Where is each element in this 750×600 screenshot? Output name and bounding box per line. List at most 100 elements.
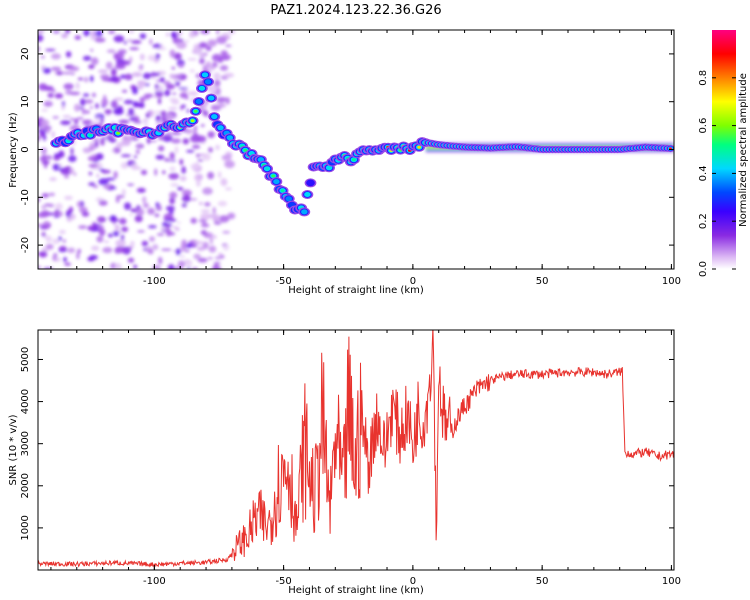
- heatmap-noise-cell: [89, 65, 94, 69]
- heatmap-ridge-blobs: [50, 70, 674, 217]
- heatmap-noise-cell: [130, 84, 137, 90]
- heatmap-noise-cell: [134, 115, 140, 123]
- heatmap-noise-cell: [45, 235, 52, 243]
- heatmap-noise-cell: [51, 89, 56, 92]
- heatmap-noise-cell: [68, 66, 80, 72]
- heatmap-noise-cell: [209, 237, 213, 245]
- heatmap-noise-cell: [114, 224, 120, 231]
- heatmap-noise-cell: [101, 98, 109, 107]
- heatmap-noise-cell: [169, 191, 178, 199]
- heatmap-noise-cell: [101, 137, 109, 140]
- heatmap-noise-cell: [62, 239, 66, 243]
- heatmap-noise-cell: [74, 118, 79, 125]
- heatmap-noise-cell: [113, 107, 124, 115]
- heatmap-noise-cell: [128, 30, 135, 34]
- heatmap-noise-cell: [205, 46, 212, 51]
- x-tick-label: 50: [536, 576, 549, 587]
- heatmap-noise-cell: [138, 65, 144, 71]
- heatmap-noise-cell: [213, 262, 221, 265]
- heatmap-noise-cell: [207, 171, 215, 180]
- heatmap-noise-cell: [127, 246, 133, 250]
- heatmap-noise-cell: [217, 171, 222, 179]
- colorbar-tick-label: 0.8: [698, 70, 709, 86]
- heatmap-noise-cell: [193, 125, 198, 130]
- heatmap-noise-cell: [88, 182, 96, 186]
- heatmap-noise-cell: [127, 257, 135, 263]
- heatmap-noise-cell: [171, 131, 182, 135]
- heatmap-ridge-cell: [308, 181, 313, 185]
- heatmap-noise-cell: [193, 253, 201, 260]
- heatmap-noise-cell: [113, 147, 121, 154]
- heatmap-noise-cell: [149, 140, 158, 143]
- heatmap-noise-cell: [41, 160, 50, 165]
- heatmap-noise-cell: [184, 250, 190, 252]
- heatmap-noise-cell: [39, 133, 45, 138]
- y-tick-label: -10: [20, 189, 31, 205]
- heatmap-noise-cell: [123, 41, 128, 45]
- heatmap-noise-cell: [82, 119, 93, 126]
- heatmap-noise-cell: [38, 223, 44, 227]
- colorbar-tick-label: 0.6: [698, 118, 709, 134]
- heatmap-noise-cell: [217, 59, 223, 63]
- heatmap-noise-cell: [177, 186, 181, 189]
- heatmap-ridge-cell: [203, 73, 207, 77]
- heatmap-noise-cell: [90, 228, 98, 232]
- heatmap-noise-cell: [105, 61, 113, 70]
- heatmap-noise-cell: [155, 154, 165, 160]
- heatmap-noise-cell: [140, 169, 148, 176]
- heatmap-noise-cell: [171, 138, 181, 144]
- heatmap-noise-cell: [215, 144, 220, 151]
- heatmap-noise-cell: [65, 51, 72, 58]
- heatmap-noise-cell: [181, 89, 188, 93]
- heatmap-noise-cell: [69, 118, 75, 121]
- minor-ticks: [50, 330, 672, 570]
- heatmap-noise-cell: [188, 31, 195, 39]
- heatmap-noise-cell: [113, 171, 118, 179]
- heatmap-noise-cell: [157, 97, 162, 105]
- heatmap-noise-cell: [181, 166, 186, 174]
- heatmap-noise-cell: [172, 92, 177, 95]
- heatmap-noise-cell: [135, 208, 145, 216]
- heatmap-noise-cell: [57, 211, 63, 217]
- heatmap-noise-cell: [155, 53, 160, 60]
- heatmap-noise-cell: [200, 223, 210, 228]
- heatmap-noise-cell: [94, 116, 102, 120]
- heatmap-noise-cell: [58, 245, 67, 252]
- heatmap-ridge-cell: [218, 126, 223, 130]
- heatmap-noise-cell: [38, 30, 45, 34]
- heatmap-noise-cell: [212, 61, 218, 68]
- heatmap-noise-cell: [202, 153, 211, 161]
- heatmap-noise-cell: [65, 30, 71, 34]
- heatmap-noise-cell: [96, 235, 104, 243]
- heatmap-noise-cell: [186, 149, 195, 153]
- heatmap-noise-cell: [187, 58, 197, 61]
- heatmap-noise-cell: [190, 163, 201, 170]
- heatmap-noise-cell: [81, 211, 90, 217]
- snr-frame: [37, 329, 675, 571]
- heatmap-noise-cell: [186, 109, 190, 113]
- heatmap-noise-cell: [155, 114, 161, 123]
- y-tick-label: 5000: [20, 347, 31, 372]
- heatmap-noise-cell: [83, 76, 89, 83]
- heatmap-noise-cell: [171, 31, 177, 40]
- heatmap-noise-cell: [106, 217, 111, 220]
- heatmap-noise-cell: [163, 157, 170, 162]
- heatmap-noise-cell: [96, 174, 100, 178]
- heatmap-noise-cell: [69, 213, 76, 220]
- heatmap-noise-cell: [113, 97, 124, 101]
- x-tick-label: 100: [662, 576, 681, 587]
- heatmap-noise-cell: [77, 248, 81, 254]
- heatmap-noise-cell: [216, 87, 221, 95]
- heatmap-noise-cell: [164, 89, 171, 97]
- heatmap-noise-cell: [100, 118, 104, 123]
- heatmap-noise-cell: [152, 244, 159, 251]
- heatmap-noise-cell: [62, 115, 72, 118]
- colorbar: 0.0 0.2 0.4 0.6 0.8 Normalized spectral ampl…: [698, 30, 749, 277]
- heatmap-noise-cell: [169, 166, 176, 172]
- heatmap-ridge-cell: [302, 210, 307, 214]
- heatmap-noise-cell: [85, 110, 90, 114]
- heatmap-noise-cell: [175, 31, 183, 36]
- heatmap-noise-cell: [222, 230, 231, 234]
- heatmap-noise-cell: [159, 76, 165, 83]
- heatmap-noise-cell: [197, 159, 204, 162]
